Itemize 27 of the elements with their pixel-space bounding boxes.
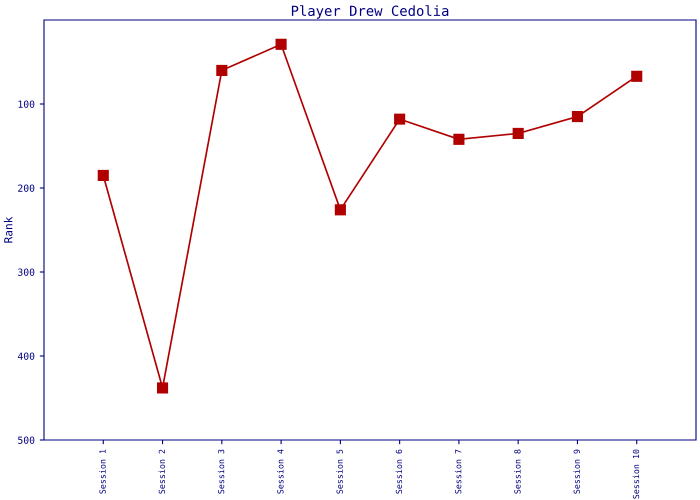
y-tick-label: 500 [18,436,34,444]
x-tick-label: Session 5 [336,450,343,494]
x-tick-label: Session 4 [277,449,284,494]
point [512,128,524,139]
y-tick-label: 200 [18,184,34,192]
point [394,114,406,125]
point [453,134,464,145]
y-tick-label: 400 [18,352,34,360]
y-tick-label: 300 [18,268,34,276]
x-tick-label: Session 7 [454,450,462,494]
point [631,70,642,82]
x-tick-label: Session 3 [218,450,224,494]
point [156,382,168,394]
point [276,38,287,50]
y-tick-label: 100 [18,100,34,108]
x-tick-label: Session 10 [632,450,640,499]
x-tick-label: Session 1 [99,450,106,494]
x-tick-label: Session 9 [573,450,580,494]
x-tick-label: Session 6 [396,450,402,494]
x-tick-label: Session 8 [514,450,521,494]
point [334,204,346,216]
y-axis-title: Rank [4,216,12,243]
point [572,111,584,122]
point [216,64,228,76]
chart-title: Player Drew Cedolia [292,5,448,19]
x-tick-label: Session 2 [158,450,165,494]
point [98,170,109,181]
